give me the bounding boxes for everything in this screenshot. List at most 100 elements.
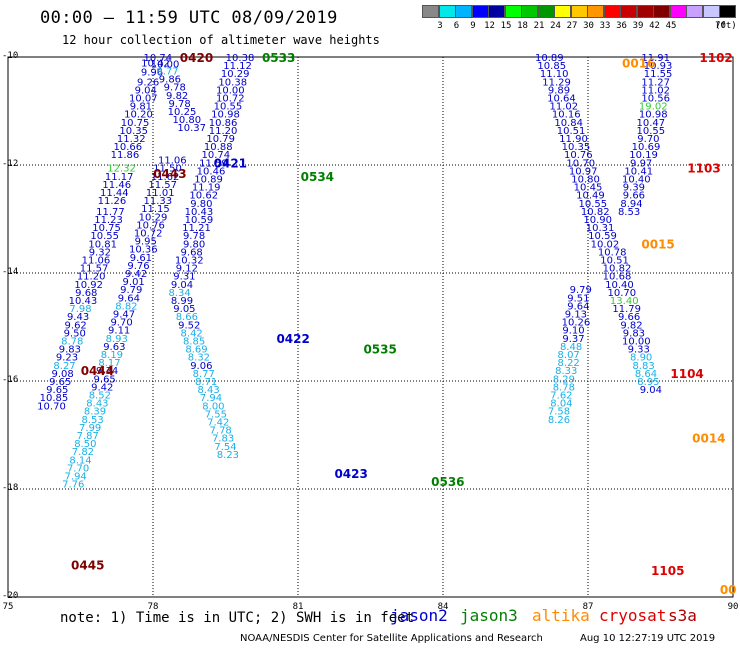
swh-value: 8.19 xyxy=(101,350,123,361)
swh-value: 8.93 xyxy=(106,334,128,345)
swh-value: 11.29 xyxy=(542,77,571,88)
page-subtitle: 12 hour collection of altimeter wave hei… xyxy=(62,33,380,47)
swh-value: 10.98 xyxy=(639,110,668,121)
swh-value: 8.71 xyxy=(195,377,217,388)
swh-value: 10.70 xyxy=(566,158,595,169)
swh-value: 8.26 xyxy=(548,415,570,426)
swh-value: 8.82 xyxy=(115,301,137,312)
footer-timestamp: Aug 10 12:27:19 UTC 2019 xyxy=(580,633,716,644)
swh-value: 9.83 xyxy=(59,345,81,356)
color-scale-label: 21 xyxy=(533,21,545,31)
swh-value: 9.61 xyxy=(130,253,152,264)
color-scale-label: 9 xyxy=(470,21,476,31)
swh-value: 9.47 xyxy=(113,310,135,321)
legend-item: jason3 xyxy=(460,606,518,625)
swh-value: 10.49 xyxy=(576,191,605,202)
swh-value: 9.06 xyxy=(190,361,212,372)
swh-value: 9.05 xyxy=(173,304,195,315)
swh-value: 7.42 xyxy=(207,418,229,429)
swh-value: 10.75 xyxy=(92,223,121,234)
swh-value: 10.25 xyxy=(168,107,197,118)
swh-value: 11.59 xyxy=(199,158,228,169)
swh-value: 11.02 xyxy=(641,85,670,96)
swh-value: 9.23 xyxy=(56,353,78,364)
swh-value: 10.85 xyxy=(537,61,566,72)
pass-label: 0014 xyxy=(692,432,725,446)
swh-value: 10.00 xyxy=(216,85,245,96)
swh-value: 10.89 xyxy=(535,53,564,64)
swh-value: 9.83 xyxy=(623,328,645,339)
swh-value: 10.86 xyxy=(209,118,238,129)
swh-value: 9.70 xyxy=(637,134,659,145)
pass-label: 0443 xyxy=(153,167,186,181)
swh-value: 8.53 xyxy=(81,415,103,426)
swh-value: 9.12 xyxy=(176,264,198,275)
swh-value: 11.06 xyxy=(82,256,111,267)
swh-value: 10.26 xyxy=(562,318,591,329)
y-tick-label: -12 xyxy=(2,159,19,169)
swh-value: 10.74 xyxy=(202,150,231,161)
swh-value: 11.02 xyxy=(550,102,579,113)
swh-value: 10.78 xyxy=(598,247,627,258)
swh-value: 11.23 xyxy=(94,215,123,226)
y-tick-label: -18 xyxy=(2,483,19,493)
note-text: note: 1) Time is in UTC; 2) SWH is in fe… xyxy=(60,610,415,626)
swh-value: 7.55 xyxy=(205,409,227,420)
swh-value: 8.22 xyxy=(558,358,580,369)
swh-value: 11.55 xyxy=(644,69,673,80)
swh-value: 10.90 xyxy=(583,215,612,226)
swh-value: 7.70 xyxy=(67,463,89,474)
swh-value: 10.55 xyxy=(637,126,666,137)
pass-label: 1103 xyxy=(687,162,720,176)
x-tick-label: 78 xyxy=(147,602,159,612)
swh-value: 10.75 xyxy=(121,118,150,129)
color-scale-label: 70 xyxy=(715,21,726,31)
swh-value: 8.29 xyxy=(553,374,575,385)
swh-value: 8.39 xyxy=(84,407,106,418)
swh-value: 10.55 xyxy=(214,102,243,113)
swh-value: 11.90 xyxy=(559,134,588,145)
swh-value: 8.52 xyxy=(89,391,111,402)
swh-value: 8.85 xyxy=(183,337,205,348)
swh-value: 10.92 xyxy=(74,280,103,291)
pass-label: 0535 xyxy=(363,343,396,357)
swh-value: 9.51 xyxy=(567,293,589,304)
swh-value: 11.12 xyxy=(223,61,252,72)
color-scale-label: 12 xyxy=(484,21,495,31)
swh-value: 8.00 xyxy=(202,401,224,412)
swh-value: 9.68 xyxy=(75,288,97,299)
swh-value: 7.62 xyxy=(550,391,572,402)
swh-value: 13.40 xyxy=(610,296,639,307)
swh-value: 9.81 xyxy=(130,102,152,113)
swh-value: 10.31 xyxy=(586,223,615,234)
swh-value: 10.89 xyxy=(194,175,223,186)
swh-value: 10.47 xyxy=(637,118,666,129)
x-tick-label: 75 xyxy=(2,602,14,612)
color-scale-label: 27 xyxy=(566,21,578,31)
swh-value: 9.50 xyxy=(64,328,86,339)
pass-label: 0422 xyxy=(276,332,309,346)
swh-value: 9.13 xyxy=(565,310,587,321)
swh-value: 9.79 xyxy=(120,285,142,296)
swh-value: 9.66 xyxy=(623,191,645,202)
color-scale-label: 15 xyxy=(500,21,512,31)
swh-value: 11.62 xyxy=(151,172,180,183)
swh-value: 8.33 xyxy=(555,366,577,377)
swh-value: 10.43 xyxy=(185,207,214,218)
swh-value: 10.70 xyxy=(37,401,66,412)
swh-value: 11.20 xyxy=(77,272,106,283)
swh-value: 9.79 xyxy=(570,285,592,296)
swh-value: 8.07 xyxy=(558,350,580,361)
pass-label: 0016 xyxy=(622,56,655,70)
y-tick-label: -16 xyxy=(2,375,19,385)
swh-value: 11.79 xyxy=(612,304,641,315)
y-tick-label: -14 xyxy=(2,267,19,277)
swh-value: 8.66 xyxy=(176,312,198,323)
swh-value: 11.57 xyxy=(148,180,177,191)
swh-value: 11.19 xyxy=(192,183,221,194)
page-title: 00:00 – 11:59 UTC 08/09/2019 xyxy=(40,8,338,28)
swh-value: 10.43 xyxy=(69,296,98,307)
swh-value: 10.46 xyxy=(197,166,226,177)
swh-value: 10.72 xyxy=(216,94,245,105)
